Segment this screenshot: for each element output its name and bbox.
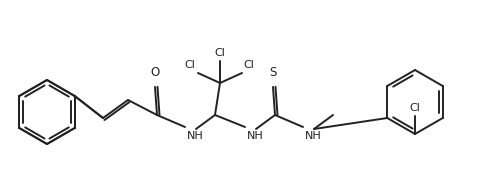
Text: Cl: Cl [243,60,254,70]
Text: NH: NH [305,131,322,141]
Text: Cl: Cl [410,103,420,113]
Text: NH: NH [247,131,264,141]
Text: Cl: Cl [214,48,226,58]
Text: NH: NH [187,131,204,141]
Text: S: S [270,66,276,79]
Text: Cl: Cl [184,60,195,70]
Text: O: O [150,66,160,79]
